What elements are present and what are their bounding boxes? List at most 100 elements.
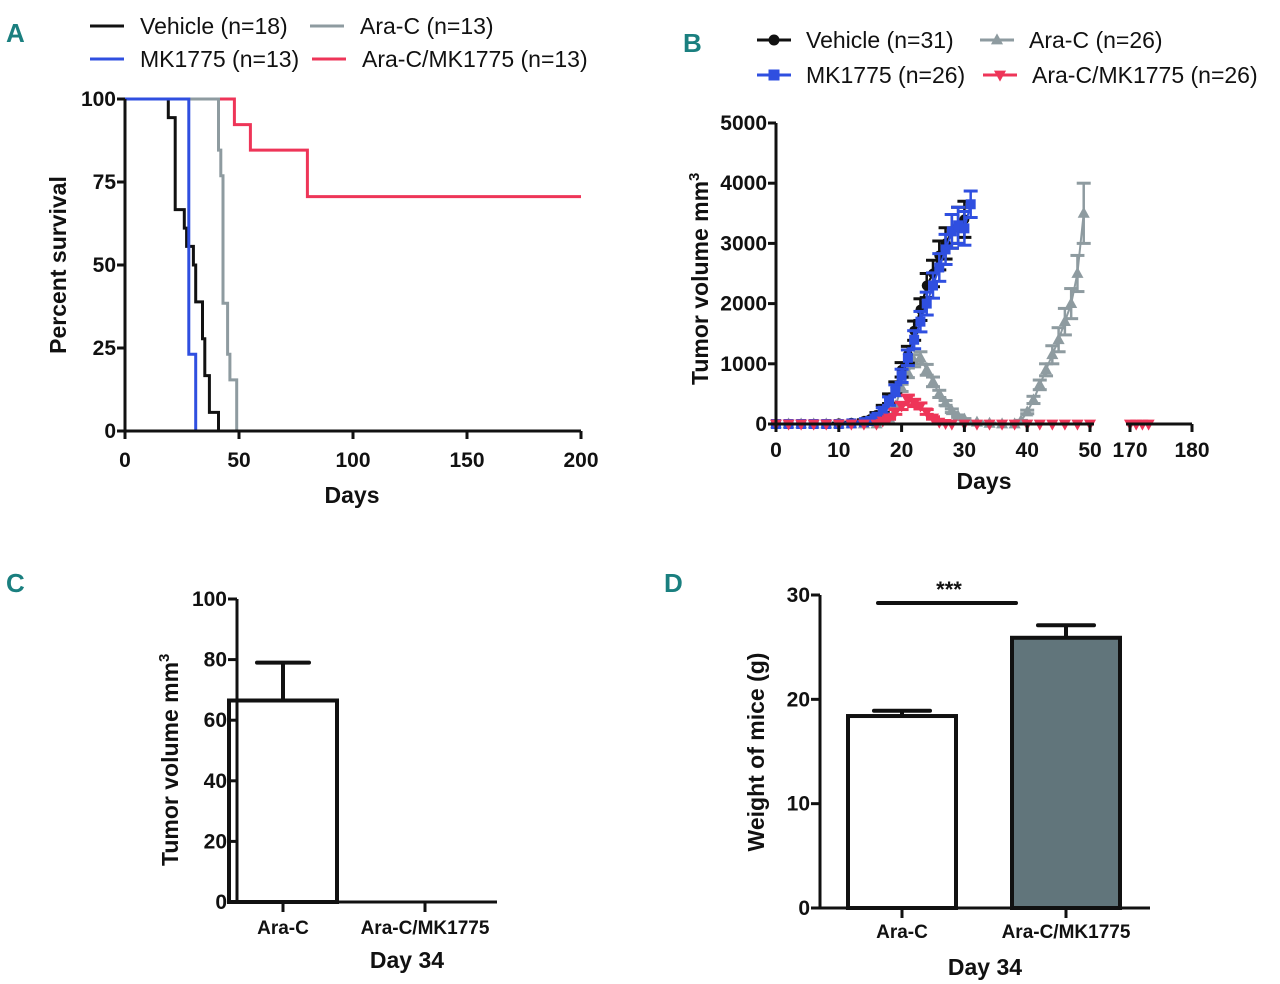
panel-b-data-point <box>1052 333 1065 345</box>
panel-c-tumor-volume-bar-chart: Ara-C Ara-C/MK1775 0 20 40 60 80 100 Day 34 Tum… <box>156 588 497 973</box>
panel-c-y-axis-title: Tumor volume mm3 <box>156 654 183 866</box>
panel-d-y-tick-label: 30 <box>787 584 810 607</box>
panel-b-data-point <box>933 387 946 399</box>
panel-a-series-line-0 <box>125 97 220 431</box>
panel-c-y-tick-label: 80 <box>204 649 227 672</box>
panel-a-y-axis-title: Percent survival <box>45 176 71 354</box>
panel-a-x-axis-title: Days <box>325 482 380 508</box>
panel-b-data-point <box>928 280 938 291</box>
panel-a-plot-area: 0 25 50 75 100 0 50 100 150 200 <box>81 88 599 472</box>
panel-b-data-point <box>926 413 940 425</box>
panel-d-y-tick-label: 0 <box>798 897 810 920</box>
panel-b-data-point <box>1027 393 1040 405</box>
panel-b-x-tick-label: 180 <box>1174 439 1209 462</box>
panel-b-data-point <box>896 370 907 381</box>
panel-b-legend-label: Vehicle (n=31) <box>806 27 954 53</box>
panel-a-survival-chart: Vehicle (n=18) Ara-C (n=13) MK1775 (n=13) A… <box>45 13 599 508</box>
panel-b-legend-marker <box>768 34 780 46</box>
panel-b-x-tick-label: 170 <box>1112 439 1147 462</box>
panel-b-x-tick-label: 50 <box>1078 439 1101 462</box>
panel-c-bar <box>227 698 339 904</box>
panel-a-y-tick-label: 0 <box>104 420 116 443</box>
panel-b-data-point <box>939 396 952 408</box>
panel-a-legend-label: Vehicle (n=18) <box>140 13 288 39</box>
panel-a-y-tick-label: 100 <box>81 88 116 111</box>
panel-b-data-point <box>914 351 927 363</box>
panel-letter-d: D <box>664 568 683 598</box>
panel-d-plot-area: Ara-C Ara-C/MK1775 0 10 20 30 *** <box>787 577 1150 943</box>
panel-d-y-tick-label: 10 <box>787 793 810 816</box>
panel-b-x-tick-label: 10 <box>827 439 850 462</box>
panel-c-y-axis-title-text: Tumor volume mm <box>157 662 183 866</box>
panel-b-data-point <box>965 199 976 210</box>
panel-b-x-tick-label: 0 <box>770 439 782 462</box>
panel-b-data-point <box>884 396 895 407</box>
panel-b-data-point <box>1071 266 1084 278</box>
panel-b-data-point <box>945 404 958 416</box>
panel-a-legend-label: Ara-C/MK1775 (n=13) <box>362 46 588 72</box>
panel-b-data-point <box>934 262 945 273</box>
panel-b-y-tick-label: 1000 <box>720 353 767 376</box>
panel-a-series-line-1 <box>125 97 198 431</box>
panel-b-data-point <box>959 223 970 234</box>
panel-b-y-tick-label: 5000 <box>720 112 767 135</box>
panel-b-x-axis-title: Days <box>957 468 1012 494</box>
panel-a-legend: Vehicle (n=18) Ara-C (n=13) MK1775 (n=13) A… <box>90 13 588 72</box>
panel-b-y-tick-label: 4000 <box>720 172 767 195</box>
panel-b-data-point <box>882 413 896 425</box>
panel-a-legend-label: MK1775 (n=13) <box>140 46 299 72</box>
panel-a-y-tick-label: 25 <box>93 337 117 360</box>
panel-d-y-axis-title: Weight of mice (g) <box>743 653 769 852</box>
panel-a-series-line-2 <box>125 97 239 431</box>
panel-c-plot-area: Ara-C Ara-C/MK1775 0 20 40 60 80 100 <box>192 588 497 939</box>
panel-a-x-tick-label: 100 <box>335 449 370 472</box>
panel-b-data-point <box>1077 206 1090 218</box>
panel-b-data-point <box>926 375 940 387</box>
panel-b-data-point <box>909 334 920 345</box>
panel-c-x-axis-title: Day 34 <box>370 947 444 973</box>
panel-a-y-tick-label: 50 <box>93 254 116 277</box>
panel-b-data-point <box>920 363 933 375</box>
panel-c-y-tick-label: 0 <box>215 891 227 914</box>
panel-a-series-line-3 <box>125 97 581 199</box>
panel-c-y-tick-label: 60 <box>204 709 227 732</box>
panel-b-tumor-growth-chart: Vehicle (n=31) Ara-C (n=26) MK1775 (n=26) A… <box>686 27 1258 494</box>
panel-b-data-point <box>946 226 957 237</box>
panel-b-data-point <box>1039 363 1053 375</box>
panel-b-data-point <box>1058 315 1071 327</box>
panel-b-data-point <box>1065 297 1078 308</box>
panel-b-legend-label: Ara-C (n=26) <box>1029 27 1163 53</box>
panel-b-data-point <box>902 352 913 363</box>
panel-c-category-label: Ara-C <box>257 918 309 939</box>
panel-b-data-point <box>1021 405 1034 417</box>
panel-b-x-tick-label: 40 <box>1016 439 1039 462</box>
panel-b-legend: Vehicle (n=31) Ara-C (n=26) MK1775 (n=26) A… <box>757 27 1258 88</box>
panel-b-data-point <box>1033 378 1046 390</box>
panel-b-legend-marker <box>993 70 1007 82</box>
panel-b-data-point <box>1046 348 1059 360</box>
panel-d-x-axis-title: Day 34 <box>948 954 1022 980</box>
panel-a-x-tick-label: 200 <box>563 449 598 472</box>
panel-d-bar <box>846 714 958 910</box>
panel-b-legend-marker <box>768 69 780 81</box>
panel-b-series-line <box>776 213 1085 425</box>
panel-d-significance-label: *** <box>936 577 962 602</box>
panel-d-category-label: Ara-C <box>876 922 928 943</box>
panel-b-y-tick-label: 3000 <box>720 232 767 255</box>
panel-b-y-axis-title-superscript: 3 <box>686 173 703 181</box>
panel-d-weight-bar-chart: Ara-C Ara-C/MK1775 0 10 20 30 *** Day 34 Weigh… <box>743 577 1150 980</box>
panel-b-x-tick-label: 30 <box>953 439 976 462</box>
panel-c-y-axis-title-superscript: 3 <box>156 654 173 662</box>
panel-c-y-tick-label: 100 <box>192 588 227 611</box>
panel-b-data-point <box>915 316 926 327</box>
panel-a-x-tick-label: 50 <box>227 449 250 472</box>
panel-b-y-axis-title: Tumor volume mm3 <box>686 173 713 385</box>
panel-d-category-label: Ara-C/MK1775 <box>1002 922 1131 943</box>
panel-b-legend-marker <box>990 33 1004 45</box>
panel-a-x-tick-label: 150 <box>449 449 484 472</box>
panel-b-data-point <box>871 411 882 422</box>
panel-b-data-point <box>921 298 932 309</box>
panel-letter-c: C <box>6 568 25 598</box>
panel-d-y-tick-label: 20 <box>787 688 810 711</box>
